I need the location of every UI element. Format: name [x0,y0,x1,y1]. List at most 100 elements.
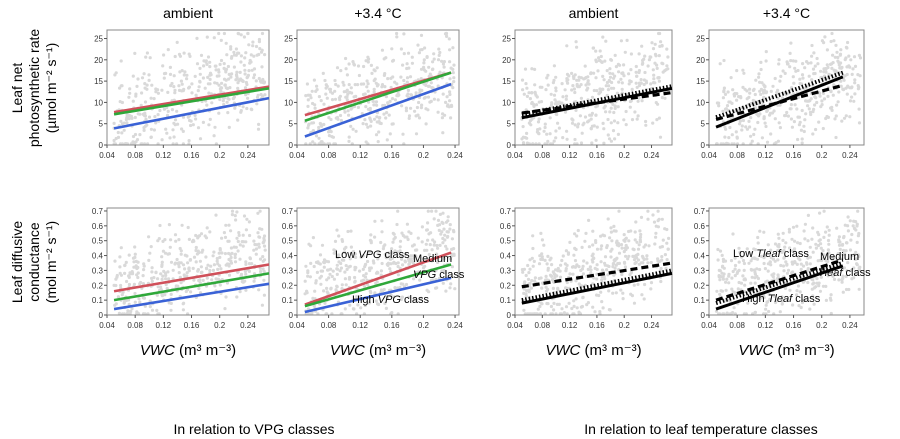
data-point [208,60,212,64]
data-point [217,111,221,115]
data-point [555,274,559,278]
data-point [601,87,605,91]
data-point [753,272,758,276]
data-point [634,260,638,264]
data-point [551,280,556,284]
data-point [127,302,131,306]
data-point [319,99,323,103]
data-point [772,294,777,298]
data-point [814,246,819,250]
data-point [396,273,400,277]
data-point [243,56,247,60]
data-point [521,125,525,129]
data-point [565,263,569,267]
data-point [443,233,447,237]
data-point [764,280,768,284]
data-point [830,272,834,277]
data-point [257,40,261,44]
data-point [721,96,726,100]
data-point [116,295,120,299]
data-point [651,81,656,85]
data-point [856,84,860,88]
data-point [818,91,822,95]
data-point [380,83,385,87]
data-point [148,56,152,60]
data-point [395,94,399,98]
data-point [811,282,815,286]
data-point [758,80,762,84]
x-tick-label: 0.24 [240,151,256,160]
data-point [136,265,140,270]
data-point [765,140,770,144]
data-point [135,84,139,88]
y-tick-label: 0.5 [500,237,512,246]
data-point [376,252,380,256]
data-point [179,79,183,83]
data-point [781,238,785,242]
data-point [118,86,122,90]
data-point [812,302,816,306]
data-point [331,135,335,139]
data-point [232,53,237,57]
data-point [306,104,310,108]
data-point [250,262,254,266]
data-point [258,47,262,51]
data-point [612,86,616,90]
data-point [438,212,442,216]
data-point [802,129,806,134]
data-point [405,76,410,80]
data-point [208,65,212,69]
data-point [594,105,598,109]
data-point [262,240,266,244]
data-point [377,120,381,124]
data-point [572,253,576,257]
data-point [641,256,645,260]
data-point [205,276,209,280]
data-point [660,43,664,48]
data-point [147,235,151,239]
data-point [839,66,843,70]
data-point [246,96,250,100]
data-point [156,91,160,95]
data-point [257,76,261,81]
data-point [805,60,809,64]
data-point [734,130,738,134]
data-point [731,269,735,274]
data-point [613,104,617,108]
data-point [208,77,212,81]
data-point [371,99,375,103]
regression-line-high [521,86,673,120]
data-point [405,66,409,71]
data-point [837,63,841,67]
data-point [750,139,754,143]
data-point [616,105,620,109]
data-point [451,86,455,90]
group-label-vpg: In relation to VPG classes [173,421,334,437]
data-point [528,97,533,101]
data-point [528,267,532,271]
x-tick-label: 0.04 [507,321,523,330]
data-point [657,116,662,120]
data-point [133,245,137,249]
data-point [442,257,446,261]
data-point [372,79,376,83]
data-point [780,299,784,303]
data-point [118,100,122,104]
data-point [635,240,639,244]
data-point [239,54,243,58]
data-point [407,114,412,118]
data-point [387,113,391,117]
data-point [587,82,591,86]
data-point [346,109,350,113]
data-point [823,67,828,71]
data-point [379,288,383,292]
data-point [543,125,547,130]
data-point [418,88,422,92]
data-point [582,259,586,263]
data-point [155,308,159,312]
data-point [532,104,536,108]
data-point [205,62,209,66]
data-point [594,76,598,80]
regression-line-high [521,271,673,305]
